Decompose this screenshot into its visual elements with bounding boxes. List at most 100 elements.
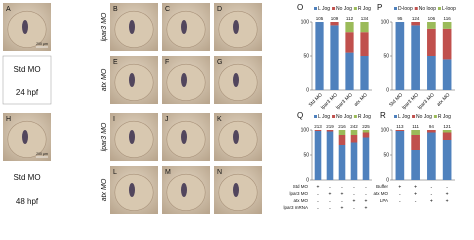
y-tick-label: 100: [301, 127, 310, 133]
bar-segment: [362, 130, 370, 133]
bar-segment: [427, 22, 436, 29]
condition-mark: -: [317, 191, 319, 197]
legend-label: L-loop: [442, 6, 456, 12]
condition-mark: -: [399, 198, 401, 204]
panel-letter: B: [113, 6, 118, 13]
y-tick-label: 100: [381, 127, 390, 133]
row-label: 48 hpf: [16, 197, 39, 206]
stain: [233, 130, 239, 144]
panel-letter: L: [113, 169, 117, 176]
bar-segment: [427, 132, 436, 180]
condition-mark: -: [431, 191, 433, 197]
bar-segment: [338, 135, 346, 145]
condition-mark: +: [414, 184, 417, 190]
stain: [129, 73, 135, 87]
condition-mark: -: [446, 184, 448, 190]
y-tick-label: 50: [303, 53, 309, 59]
stain: [233, 73, 239, 87]
bar-segment: [350, 130, 358, 135]
stain: [181, 73, 187, 87]
condition-label: atx MO: [373, 191, 388, 196]
count-label: 111: [412, 124, 419, 129]
bar-segment: [442, 132, 452, 140]
legend-swatch: [314, 115, 317, 118]
panel-letter: Q: [297, 111, 303, 120]
panel-letter: O: [297, 3, 303, 12]
bar-segment: [395, 131, 405, 180]
legend-swatch: [412, 115, 416, 118]
bar-segment: [338, 145, 346, 180]
panel-letter: N: [217, 169, 222, 176]
y-tick-label: 50: [383, 152, 389, 158]
bar-segment: [350, 142, 358, 180]
bar-segment: [442, 130, 452, 133]
panel-letter: G: [217, 59, 222, 66]
y-tick-label: 50: [303, 152, 309, 158]
condition-label: LPA: [380, 198, 388, 203]
legend-swatch: [353, 7, 357, 10]
bar-segment: [411, 130, 420, 135]
condition-mark: -: [317, 198, 319, 204]
legend-label: R Jog: [358, 6, 371, 12]
y-tick-label: 50: [383, 53, 389, 59]
condition-mark: +: [329, 191, 332, 197]
condition-mark: -: [415, 198, 417, 204]
panel-letter: K: [217, 116, 222, 123]
legend-label: R Jog: [438, 114, 451, 120]
bar-segment: [442, 28, 452, 60]
panel-letter: D: [217, 6, 222, 13]
side-label: atx MO: [101, 68, 108, 91]
x-tick-label: atx MO: [353, 92, 369, 108]
bar-segment: [314, 131, 322, 180]
bar-segment: [395, 130, 405, 131]
legend-label: No Jog: [336, 114, 352, 120]
side-label: atx MO: [101, 178, 108, 201]
stain: [129, 20, 135, 34]
bar-segment: [427, 56, 436, 90]
stain: [129, 183, 135, 197]
condition-mark: +: [341, 191, 344, 197]
bar-segment: [326, 131, 334, 180]
condition-mark: -: [329, 205, 331, 211]
bar-segment: [314, 130, 322, 131]
bar-segment: [350, 135, 358, 143]
side-label: lpar3 MO: [101, 122, 108, 151]
bar-segment: [442, 140, 452, 180]
condition-mark: +: [446, 198, 449, 204]
bar-segment: [330, 22, 339, 26]
condition-mark: +: [365, 205, 368, 211]
panel-letter: M: [165, 169, 171, 176]
legend-swatch: [394, 7, 397, 10]
legend-label: L Jog: [398, 114, 410, 120]
bar-segment: [362, 132, 370, 138]
bar-segment: [411, 150, 420, 180]
y-tick-label: 100: [381, 19, 390, 25]
bar-segment: [338, 130, 346, 135]
condition-mark: -: [317, 205, 319, 211]
stain: [233, 183, 239, 197]
condition-mark: -: [329, 184, 331, 190]
condition-mark: -: [353, 205, 355, 211]
legend-label: No Jog: [416, 114, 432, 120]
bar-segment: [411, 25, 420, 90]
panel-letter: P: [377, 3, 382, 12]
legend-swatch: [314, 7, 317, 10]
count-label: 106: [428, 16, 436, 21]
stain: [181, 20, 187, 34]
panel-letter: R: [380, 111, 386, 120]
count-label: 105: [316, 16, 324, 21]
condition-mark: -: [341, 184, 343, 190]
condition-mark: +: [430, 198, 433, 204]
bar-segment: [360, 56, 369, 90]
legend-swatch: [394, 115, 397, 118]
condition-mark: +: [398, 184, 401, 190]
stain: [22, 20, 28, 34]
condition-mark: -: [431, 184, 433, 190]
condition-mark: -: [329, 198, 331, 204]
condition-label: Std MO: [293, 184, 309, 189]
count-label: 113: [396, 124, 404, 129]
panel-letter: J: [165, 116, 169, 123]
condition-mark: +: [365, 198, 368, 204]
condition-label: atx MO: [293, 198, 308, 203]
bar-segment: [427, 130, 436, 133]
